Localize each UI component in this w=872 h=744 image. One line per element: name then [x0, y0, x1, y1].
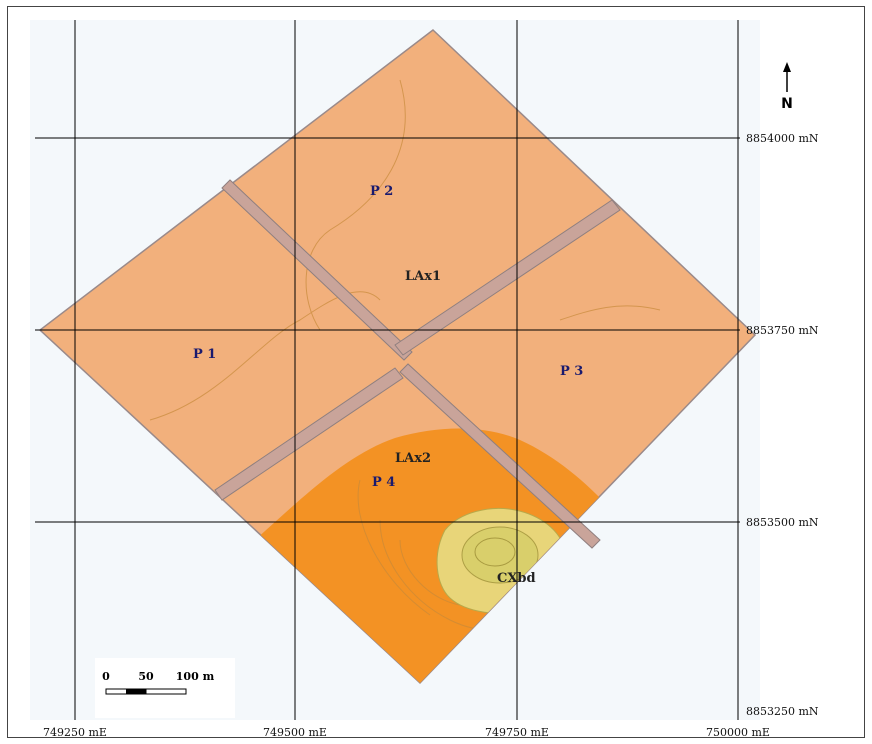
- northing-label-8854000: 8854000 mN: [746, 132, 819, 145]
- northing-label-8853750: 8853750 mN: [746, 324, 819, 337]
- road-southeast-lower: [399, 363, 601, 549]
- soil-label-lax2: LAx2: [395, 451, 431, 466]
- soil-label-lax1: LAx1: [405, 269, 441, 284]
- plot-label-p4: P 4: [372, 475, 395, 490]
- scale-tick-100: 100 m: [176, 670, 215, 683]
- north-arrow-head-icon: [783, 62, 791, 72]
- northing-label-8853500: 8853500 mN: [746, 516, 819, 529]
- road-northwest-southeast: [221, 179, 413, 361]
- plot-roads: [214, 179, 621, 549]
- cxbd-contour: [474, 537, 516, 567]
- soil-label-cxbd: CXbd: [497, 571, 536, 586]
- plot-label-p2: P 2: [370, 184, 393, 199]
- plot-label-p3: P 3: [560, 364, 583, 379]
- soil-unit-cxbd-core: [461, 526, 539, 584]
- coordinate-grid: [35, 20, 740, 720]
- scale-tick-0: 0: [102, 670, 110, 683]
- easting-label-749750: 749750 mE: [485, 726, 549, 739]
- easting-label-749500: 749500 mE: [263, 726, 327, 739]
- northing-label-8853250: 8853250 mN: [746, 705, 819, 718]
- north-arrow: N: [781, 62, 793, 112]
- scale-segment-3: [145, 688, 187, 695]
- easting-label-750000: 750000 mE: [706, 726, 770, 739]
- easting-label-749250: 749250 mE: [43, 726, 107, 739]
- plot-label-p1: P 1: [193, 347, 216, 362]
- road-southwest-lower: [214, 367, 404, 501]
- scale-segment-2: [126, 689, 146, 694]
- scale-bar-background: [95, 658, 235, 718]
- road-northeast-upper: [394, 199, 621, 356]
- scale-bar: 0 50 100 m: [95, 658, 235, 718]
- scale-tick-50: 50: [138, 670, 154, 683]
- north-arrow-label: N: [781, 96, 793, 112]
